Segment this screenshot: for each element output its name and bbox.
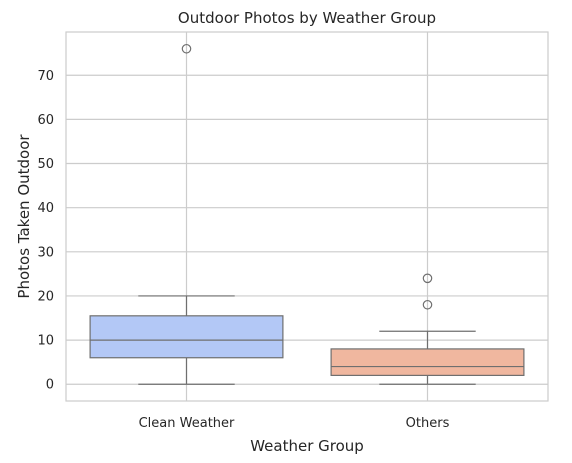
outlier-point [422, 273, 433, 284]
y-tick-label: 10 [37, 334, 54, 349]
y-tick-label: 20 [37, 289, 54, 304]
y-axis-label: Photos Taken Outdoor [15, 134, 33, 299]
box-group [89, 43, 284, 385]
iqr-box [330, 348, 525, 376]
chart-title: Outdoor Photos by Weather Group [178, 9, 436, 27]
y-tick-label: 50 [37, 157, 54, 172]
x-tick-label: Clean Weather [139, 416, 235, 431]
iqr-box [89, 315, 284, 359]
y-tick-label: 60 [37, 113, 54, 128]
y-tick-label: 40 [37, 201, 54, 216]
outlier-point [181, 43, 192, 54]
x-tick-labels: Clean Weather Others [139, 416, 450, 431]
y-tick-label: 30 [37, 245, 54, 260]
y-tick-labels: 0 10 20 30 40 50 60 70 [37, 69, 54, 393]
outlier-point [422, 299, 433, 310]
x-tick-label: Others [406, 416, 450, 431]
plot-frame [65, 31, 549, 402]
x-axis-label: Weather Group [250, 437, 364, 455]
y-tick-label: 70 [37, 69, 54, 84]
y-tick-label: 0 [46, 378, 54, 393]
box-group [330, 273, 525, 385]
boxes [89, 43, 525, 385]
